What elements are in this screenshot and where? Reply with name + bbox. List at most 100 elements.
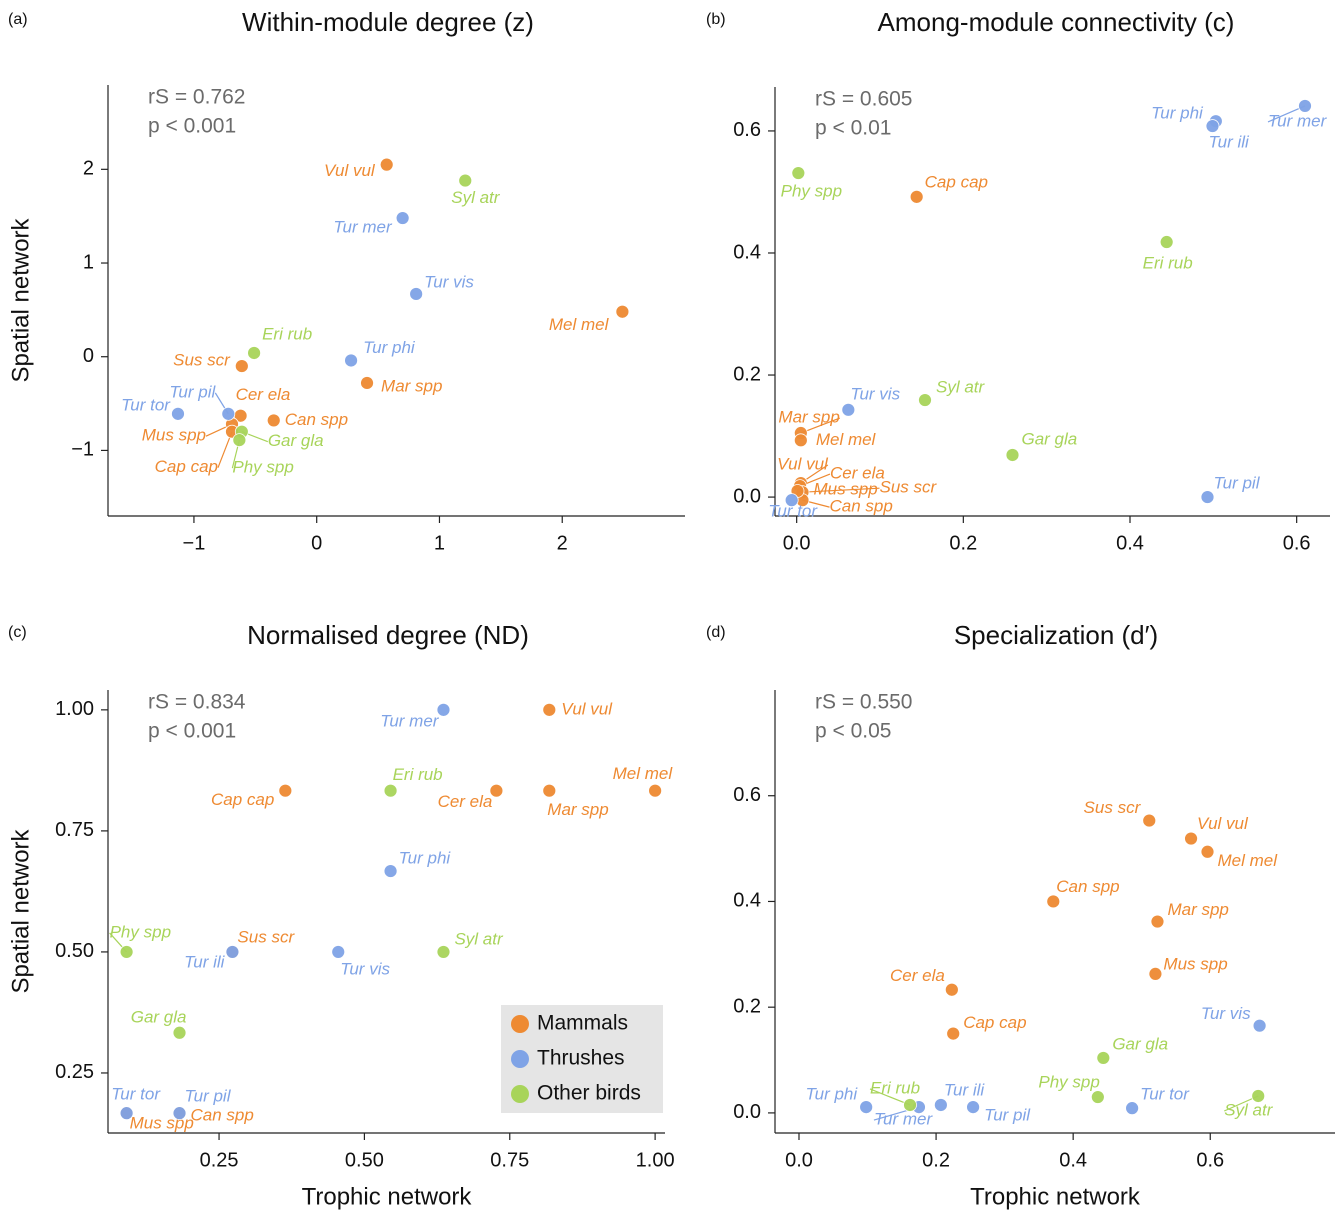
x-tick-label: 0.75 xyxy=(490,1149,529,1171)
leader-line xyxy=(802,487,880,493)
leader-line xyxy=(869,1088,911,1106)
stat-annotation: rS = 0.834 xyxy=(148,691,246,714)
point xyxy=(489,783,504,798)
point xyxy=(247,346,261,360)
point-label: Tur tor xyxy=(111,1085,161,1104)
x-tick-label: 1 xyxy=(434,532,445,554)
panel-label: (a) xyxy=(8,11,28,28)
point xyxy=(344,353,358,368)
point-label: Cap cap xyxy=(963,1013,1026,1032)
x-tick-label: 1.00 xyxy=(636,1149,675,1171)
point-label: Mel mel xyxy=(549,315,610,334)
point xyxy=(171,406,185,421)
y-tick-label: 0.4 xyxy=(733,241,761,263)
point-label: Eri rub xyxy=(393,765,443,784)
y-tick-label: 0.0 xyxy=(733,485,761,507)
point-label: Tur pil xyxy=(984,1106,1031,1125)
point-label: Can spp xyxy=(830,497,893,516)
point-label: Sus scr xyxy=(1084,798,1142,817)
x-tick-label: 0.50 xyxy=(345,1149,384,1171)
point-label: Sus scr xyxy=(173,351,231,370)
point xyxy=(648,783,663,798)
point-label: Tur tor xyxy=(121,395,171,414)
point-label: Syl atr xyxy=(936,378,986,397)
point xyxy=(1184,831,1198,846)
point xyxy=(1150,914,1165,929)
y-tick-label: 0 xyxy=(83,345,94,367)
point-label: Can spp xyxy=(191,1106,254,1125)
point-label: Mar spp xyxy=(1167,900,1228,919)
point-label: Gar gla xyxy=(1112,1034,1168,1053)
y-tick-label: 0.6 xyxy=(733,119,761,141)
point xyxy=(278,783,293,798)
point xyxy=(1005,448,1020,462)
point xyxy=(331,945,346,959)
y-tick-label: 2 xyxy=(83,158,94,180)
point-label: Gar gla xyxy=(131,1007,187,1026)
panel-label: (c) xyxy=(8,624,27,641)
point-label: Mar spp xyxy=(778,407,839,426)
point-label: Tur phi xyxy=(399,849,452,868)
x-axis-label: Trophic network xyxy=(302,1183,473,1210)
point xyxy=(172,1106,187,1121)
point-label: Vul vul xyxy=(561,699,613,718)
point xyxy=(119,1106,134,1121)
point-label: Cer ela xyxy=(890,966,945,985)
legend-marker xyxy=(511,1050,529,1068)
panel-title: Within-module degree (z) xyxy=(242,7,534,37)
x-tick-label: 0.4 xyxy=(1059,1149,1087,1171)
point-label: Mel mel xyxy=(613,764,674,783)
y-tick-label: 1 xyxy=(83,251,94,273)
point xyxy=(1298,99,1312,113)
point-label: Cer ela xyxy=(438,792,493,811)
x-tick-label: 0.0 xyxy=(783,532,811,554)
point-label: Eri rub xyxy=(870,1078,920,1097)
point xyxy=(1251,1089,1266,1103)
point-label: Cer ela xyxy=(830,464,885,483)
y-tick-label: 0.50 xyxy=(55,940,94,962)
point xyxy=(221,406,236,421)
point-label: Vul vul xyxy=(777,455,829,474)
point xyxy=(436,702,451,717)
point xyxy=(944,982,959,997)
panel: (b) Among-module connectivity (c) rS = 0.6… xyxy=(706,7,1330,554)
stat-annotation: p < 0.05 xyxy=(815,720,891,743)
point xyxy=(234,359,249,373)
point xyxy=(903,1098,917,1112)
y-tick-label: 1.00 xyxy=(55,698,94,720)
point xyxy=(1090,1090,1105,1104)
point-label: Mus spp xyxy=(814,479,878,498)
point-label: Tur ili xyxy=(1209,133,1251,152)
point-label: Tur mer xyxy=(333,218,393,237)
point xyxy=(1046,894,1061,909)
panel: (a) Within-module degree (z) rS = 0.762 p <… xyxy=(7,7,685,554)
point-label: Cap cap xyxy=(925,172,988,191)
point-label: Tur phi xyxy=(363,338,416,357)
point xyxy=(859,1100,874,1114)
point-label: Tur pil xyxy=(1214,474,1261,493)
point xyxy=(119,945,134,959)
point xyxy=(1125,1101,1140,1116)
point-label: Mar spp xyxy=(547,800,608,819)
point-label: Tur mer xyxy=(874,1110,934,1129)
point-label: Eri rub xyxy=(1143,253,1193,272)
point-label: Mus spp xyxy=(1163,954,1227,973)
point-label: Tur phi xyxy=(806,1085,859,1104)
point xyxy=(266,413,281,428)
point xyxy=(436,945,451,959)
point xyxy=(379,157,394,172)
point xyxy=(784,493,799,508)
point-label: Phy spp xyxy=(110,922,171,941)
y-tick-label: 0.75 xyxy=(55,819,94,841)
y-tick-label: 0.25 xyxy=(55,1061,94,1083)
point xyxy=(791,166,806,180)
stat-annotation: rS = 0.550 xyxy=(815,691,912,714)
x-tick-label: 0.0 xyxy=(785,1149,813,1171)
stat-annotation: p < 0.001 xyxy=(148,115,236,138)
legend-marker xyxy=(511,1085,529,1103)
x-tick-label: 0.25 xyxy=(200,1149,239,1171)
point-label: Tur pil xyxy=(169,382,216,401)
point-label: Tur pil xyxy=(185,1087,232,1106)
stat-annotation: rS = 0.762 xyxy=(148,86,245,109)
legend-label: Mammals xyxy=(537,1012,628,1035)
